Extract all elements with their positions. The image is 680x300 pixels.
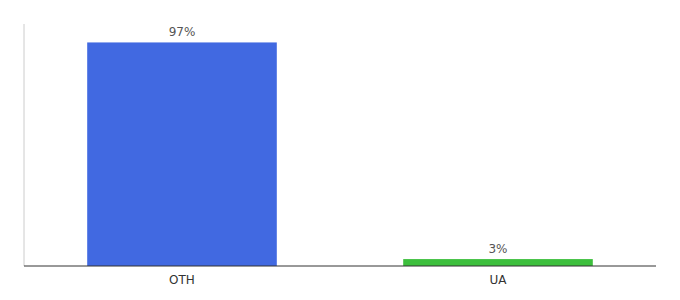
y-axis-line xyxy=(24,24,25,266)
chart: OTH UA 97% 3% xyxy=(0,0,680,300)
data-label: 97% xyxy=(169,25,196,39)
bars xyxy=(87,42,593,266)
chart-container: OTH UA 97% 3% xyxy=(0,0,680,300)
bar xyxy=(403,259,593,266)
data-label: 3% xyxy=(488,242,507,256)
bar xyxy=(87,42,277,266)
x-axis-line xyxy=(24,266,656,267)
x-tick-label: UA xyxy=(490,273,508,287)
x-tick-label: OTH xyxy=(169,273,195,287)
